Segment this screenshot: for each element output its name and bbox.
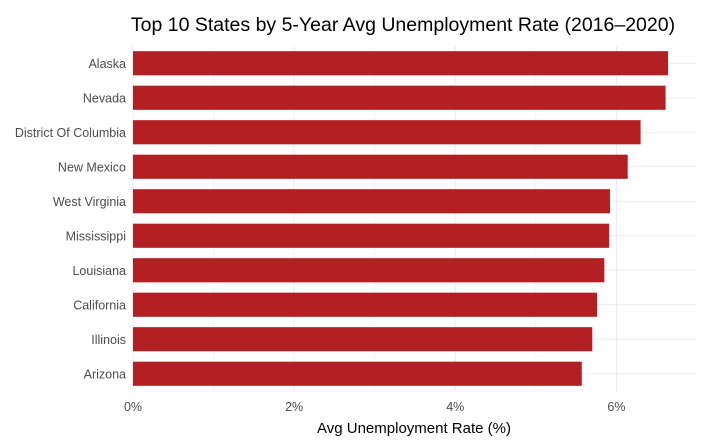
x-tick-label: 4% <box>446 400 464 414</box>
y-tick-label: Illinois <box>91 333 126 347</box>
y-tick-label: Arizona <box>84 367 126 381</box>
y-tick-label: Louisiana <box>72 264 126 278</box>
y-tick-label: Nevada <box>83 91 126 105</box>
bars <box>133 51 668 386</box>
bar <box>133 154 628 179</box>
bar <box>133 189 610 214</box>
x-axis-title: Avg Unemployment Rate (%) <box>317 420 511 437</box>
bar <box>133 223 610 248</box>
y-tick-label: Alaska <box>88 57 126 71</box>
bar <box>133 258 605 283</box>
x-tick-label: 0% <box>124 400 142 414</box>
x-tick-label: 2% <box>285 400 303 414</box>
x-tick-label: 6% <box>607 400 625 414</box>
bar <box>133 327 593 352</box>
y-tick-label: District Of Columbia <box>15 126 126 140</box>
y-tick-label: West Virginia <box>53 195 126 209</box>
bar <box>133 292 598 317</box>
chart-title: Top 10 States by 5-Year Avg Unemployment… <box>131 14 675 36</box>
bar <box>133 85 666 110</box>
y-tick-label: New Mexico <box>58 160 126 174</box>
bar <box>133 51 668 76</box>
bar <box>133 120 641 145</box>
y-tick-label: California <box>73 298 126 312</box>
y-axis-labels: Alaska Nevada District Of Columbia New Mexi… <box>15 57 126 382</box>
x-axis-labels: 0% 2% 4% 6% <box>124 400 626 414</box>
y-tick-label: Mississippi <box>66 229 126 243</box>
bar <box>133 361 582 386</box>
